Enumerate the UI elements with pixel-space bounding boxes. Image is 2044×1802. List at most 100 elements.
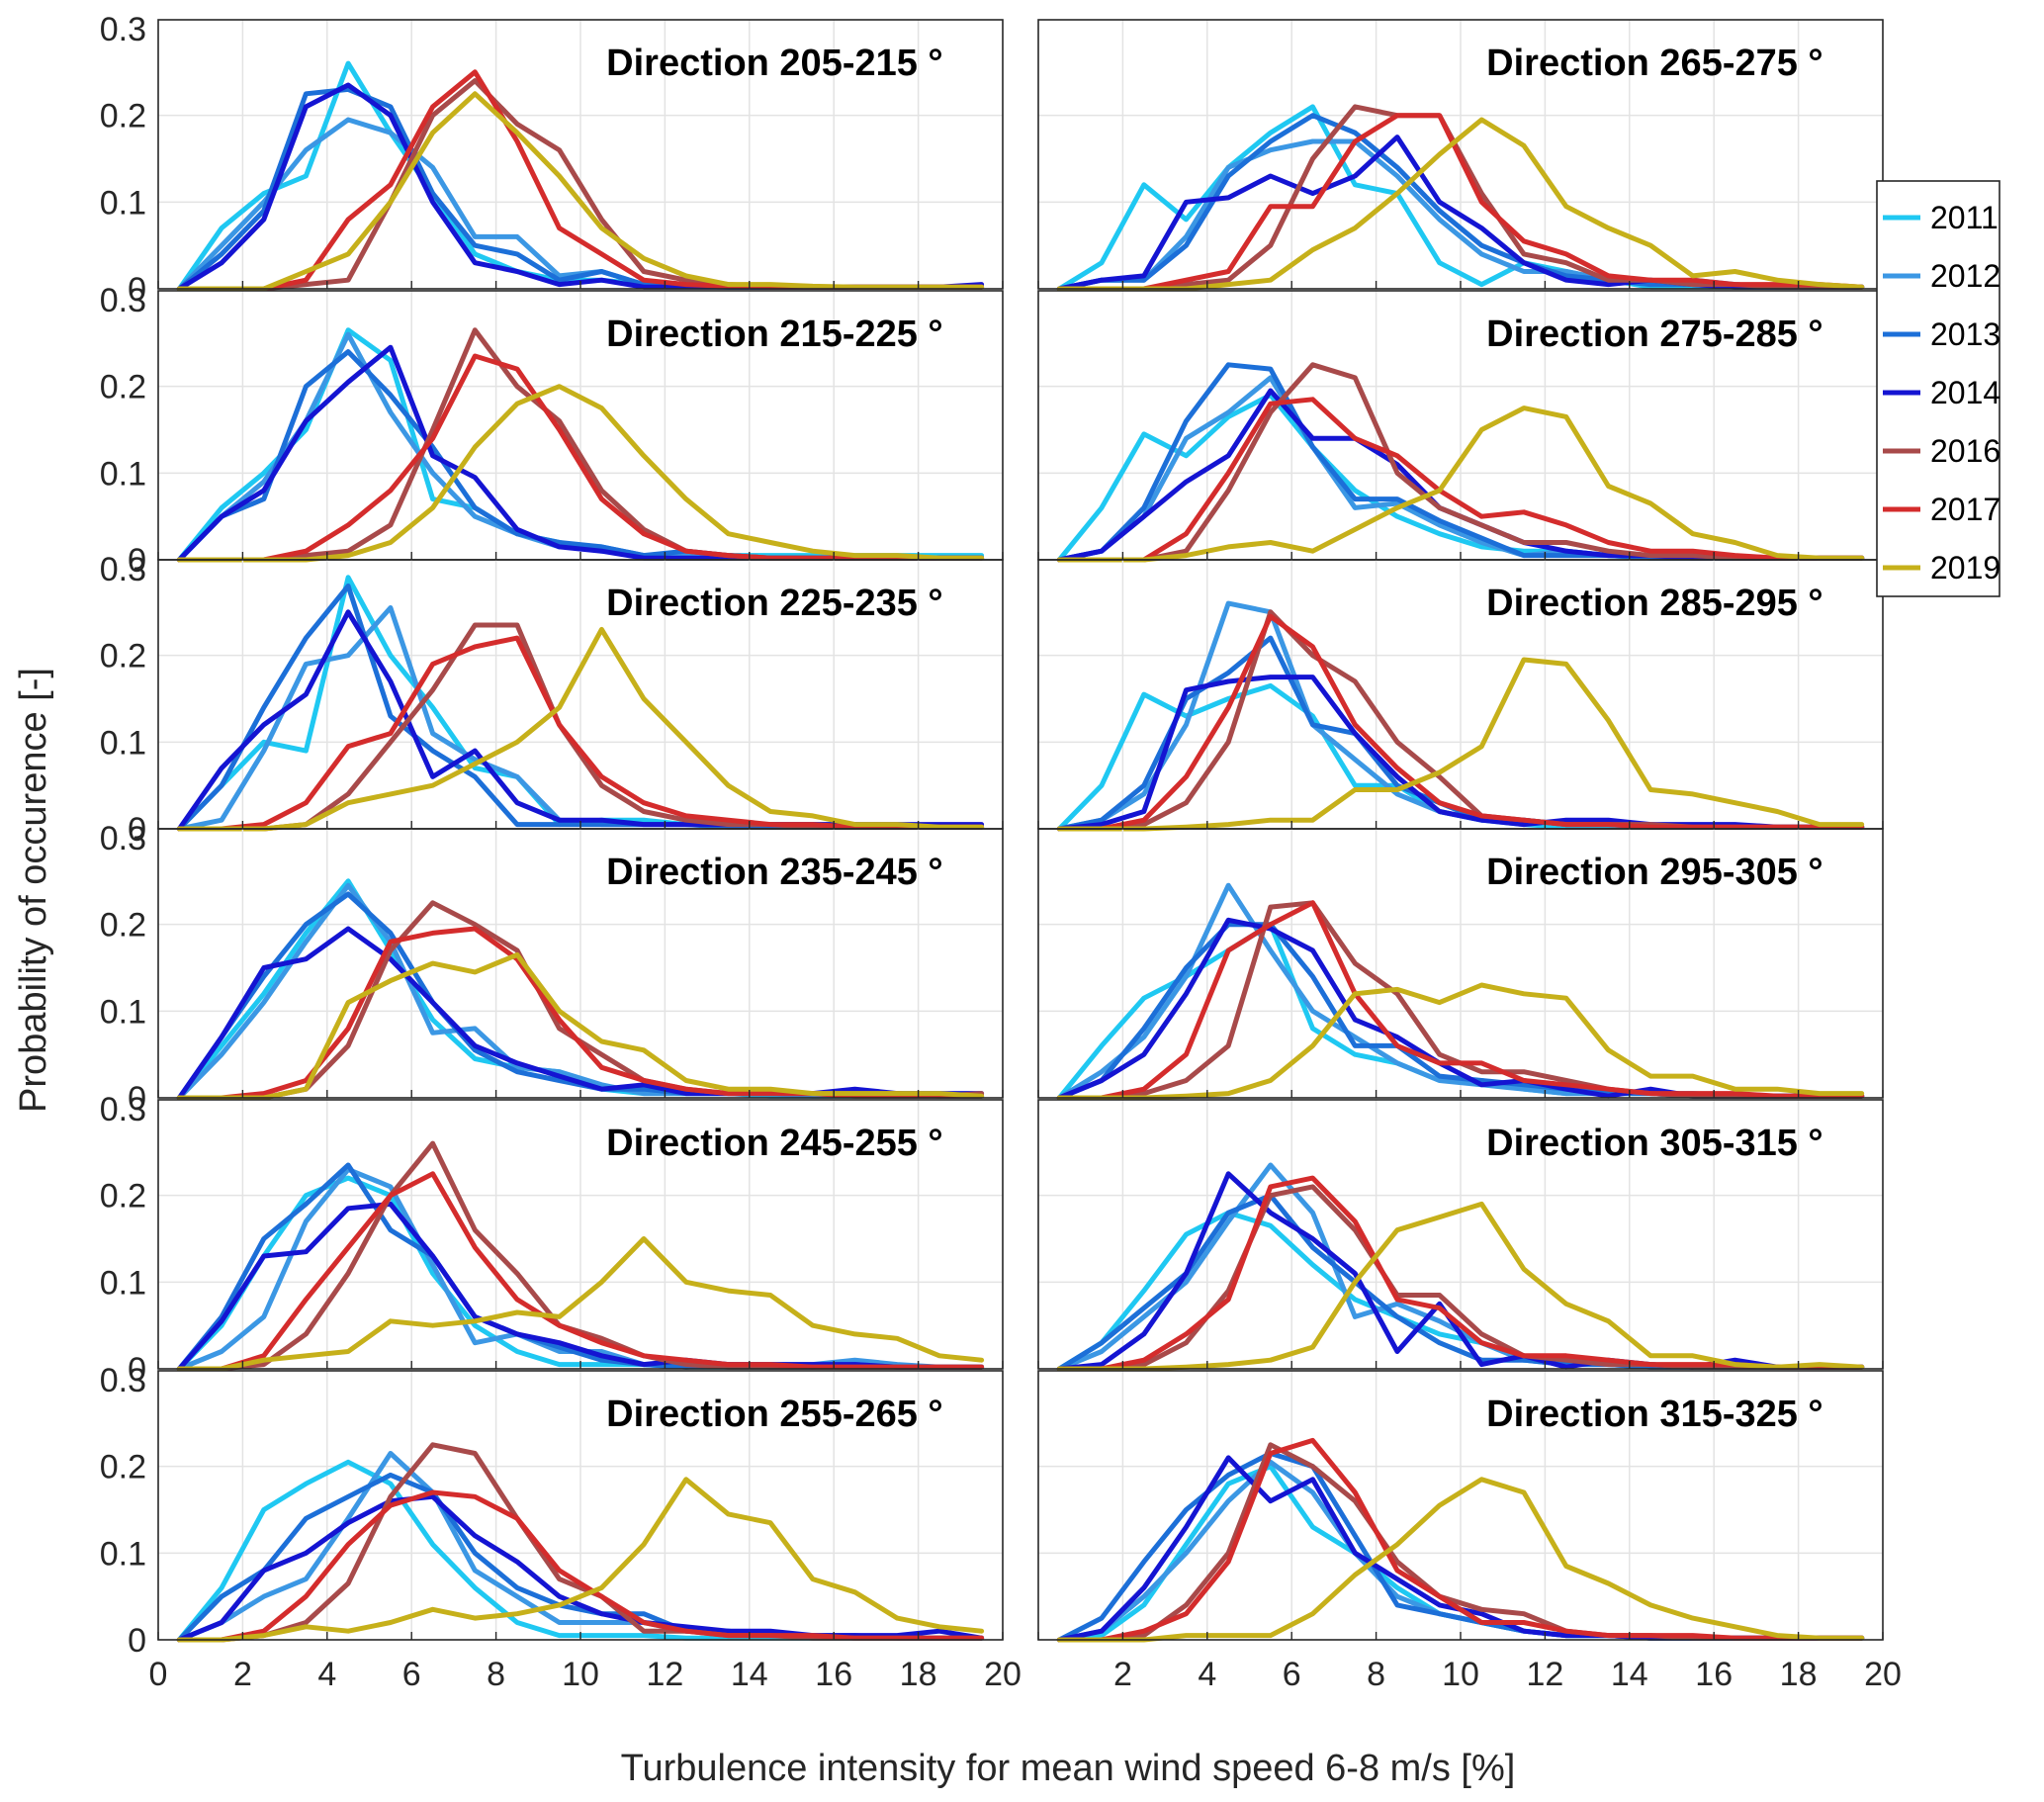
x-tick-label: 8 <box>1367 1656 1385 1693</box>
x-tick-label: 14 <box>1611 1656 1648 1693</box>
y-tick-label: 0 <box>128 542 146 580</box>
y-tick-label: 0.2 <box>100 1178 146 1216</box>
panel-title: Direction 265-275 ° <box>1486 43 1822 84</box>
series-line-2019 <box>176 951 985 1101</box>
series-line-2017 <box>1056 397 1865 563</box>
x-tick-label: 2 <box>1113 1656 1132 1693</box>
y-tick-label: 0.1 <box>100 1264 146 1302</box>
series-line-2017 <box>1056 900 1865 1101</box>
legend-label: 2011 <box>1930 200 1999 235</box>
x-tick-label: 20 <box>984 1656 1022 1693</box>
panel-title: Direction 255-265 ° <box>606 1394 942 1435</box>
x-tick-label: 20 <box>1864 1656 1902 1693</box>
x-tick-label: 18 <box>900 1656 937 1693</box>
x-tick-label: 10 <box>562 1656 599 1693</box>
y-tick-label: 0 <box>128 1351 146 1389</box>
panel-7: 0 0.1 0.2 0.3 Direction 235-245 ° <box>100 820 1004 1118</box>
series-line-2019 <box>1056 657 1865 832</box>
x-tick-label: 12 <box>646 1656 683 1693</box>
y-tick-label: 0 <box>128 811 146 849</box>
y-tick-label: 0.1 <box>100 993 146 1031</box>
y-tick-label: 0.3 <box>100 551 146 588</box>
panel-2: Direction 265-275 ° <box>1037 19 1884 292</box>
series-line-2017 <box>176 1489 985 1643</box>
panel-10: Direction 305-315 ° <box>1037 1099 1884 1372</box>
panel-title: Direction 275-285 ° <box>1486 314 1822 355</box>
y-tick-label: 0.2 <box>100 369 146 406</box>
panel-3: 0 0.1 0.2 0.3 Direction 215-225 ° <box>100 282 1004 580</box>
legend-item-2013: 2013 <box>1883 316 2000 352</box>
legend: 2011 2012 2013 2014 2016 2017 2019 <box>1876 180 2000 597</box>
series-line-2017 <box>1056 613 1865 832</box>
legend-label: 2016 <box>1930 433 2000 469</box>
legend-label: 2014 <box>1930 375 2000 410</box>
series-line-2014 <box>176 926 985 1101</box>
x-tick-label: 10 <box>1442 1656 1479 1693</box>
series-line-2017 <box>1056 1437 1865 1643</box>
legend-label: 2013 <box>1930 316 2000 352</box>
y-tick-label: 0.3 <box>100 820 146 857</box>
series-line-2016 <box>1056 362 1865 563</box>
series-line-2017 <box>176 635 985 832</box>
panel-title: Direction 285-295 ° <box>1486 583 1822 624</box>
grid <box>1038 291 1883 560</box>
legend-item-2017: 2017 <box>1883 492 2000 527</box>
series-line-2019 <box>1056 1477 1865 1643</box>
x-tick-label: 18 <box>1780 1656 1818 1693</box>
legend-item-2012: 2012 <box>1883 258 2000 294</box>
y-tick-label: 0.2 <box>100 638 146 676</box>
y-tick-label: 0.3 <box>100 1362 146 1399</box>
legend-item-2019: 2019 <box>1883 550 2000 586</box>
y-tick-label: 0.1 <box>100 184 146 222</box>
y-tick-label: 0 <box>128 271 146 309</box>
y-tick-label: 0 <box>128 1080 146 1118</box>
panel-title: Direction 215-225 ° <box>606 314 942 355</box>
panel-8: Direction 295-305 ° <box>1037 828 1884 1101</box>
series-line-2019 <box>176 91 985 292</box>
y-tick-label: 0.2 <box>100 1449 146 1487</box>
y-tick-label: 0.3 <box>100 11 146 48</box>
series-line-2017 <box>176 1171 985 1372</box>
panel-5: 0 0.1 0.2 0.3 Direction 225-235 ° <box>100 551 1004 849</box>
series-line-2019 <box>176 1477 985 1643</box>
grid <box>158 560 1003 829</box>
y-tick-label: 0.1 <box>100 724 146 762</box>
x-tick-label: 0 <box>149 1656 168 1693</box>
panel-title: Direction 315-325 ° <box>1486 1394 1822 1435</box>
x-axis-label: Turbulence intensity for mean wind speed… <box>621 1748 1516 1789</box>
x-tick-label: 6 <box>402 1656 421 1693</box>
x-tick-label: 14 <box>731 1656 768 1693</box>
panel-6: Direction 285-295 ° <box>1037 559 1884 832</box>
series-line-2019 <box>176 626 985 832</box>
y-tick-label: 0.3 <box>100 282 146 319</box>
panel-1: 0 0.1 0.2 0.3 Direction 205-215 ° <box>100 11 1004 309</box>
panel-title: Direction 235-245 ° <box>606 852 942 893</box>
y-tick-label: 0.2 <box>100 98 146 135</box>
series-line-2014 <box>176 1201 985 1372</box>
x-tick-label: 16 <box>1695 1656 1733 1693</box>
panel-title: Direction 205-215 ° <box>606 43 942 84</box>
y-tick-label: 0.2 <box>100 907 146 945</box>
y-tick-label: 0.3 <box>100 1091 146 1128</box>
series-line-2019 <box>1056 405 1865 563</box>
grid <box>1038 560 1883 829</box>
legend-label: 2012 <box>1930 258 2000 294</box>
legend-label: 2017 <box>1930 492 2000 527</box>
y-tick-label: 0 <box>128 1622 146 1660</box>
x-tick-label: 4 <box>317 1656 336 1693</box>
y-tick-label: 0.1 <box>100 1535 146 1573</box>
panel-4: Direction 275-285 ° <box>1037 290 1884 563</box>
series-line-2019 <box>176 1236 985 1372</box>
y-axis-label: Probability of occurence [-] <box>13 668 54 1113</box>
panels: 0 0.1 0.2 0.3 Direction 205-215 ° Direction 2… <box>100 11 1902 1693</box>
panel-9: 0 0.1 0.2 0.3 Direction 245-255 ° <box>100 1091 1004 1389</box>
panel-11: 0 0.1 0.2 0.3 0 2 4 6 8 10 12 14 16 18 20 Direction 255… <box>100 1362 1022 1693</box>
x-tick-label: 4 <box>1198 1656 1216 1693</box>
x-tick-label: 8 <box>487 1656 505 1693</box>
panel-title: Direction 305-315 ° <box>1486 1123 1822 1164</box>
legend-item-2014: 2014 <box>1883 375 2000 410</box>
series-line-2017 <box>1056 113 1865 292</box>
series-line-2017 <box>176 353 985 563</box>
legend-box <box>1876 180 2000 597</box>
